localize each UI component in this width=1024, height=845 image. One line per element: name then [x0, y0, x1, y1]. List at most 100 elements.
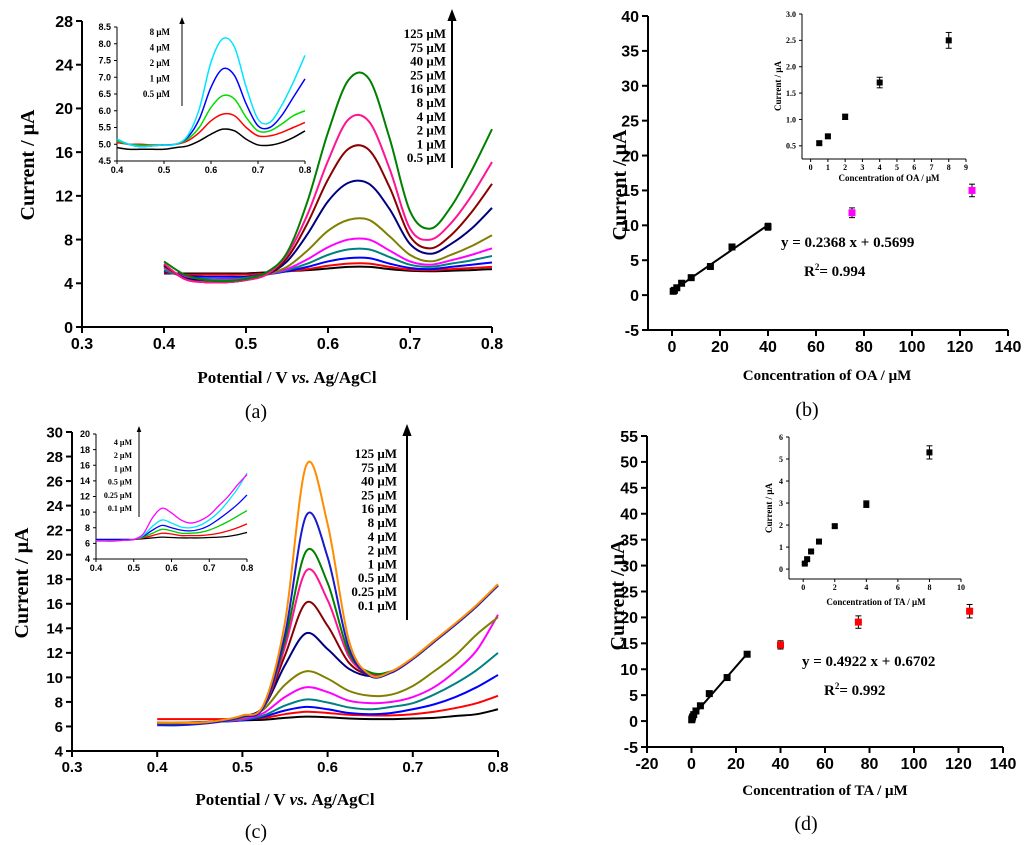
panel-a-inset-y-tick-label: 8.0 — [98, 39, 111, 49]
panel-c-y-tick-label: 22 — [46, 523, 63, 540]
panel-d-x-tick-label: 120 — [945, 756, 972, 773]
panel-d-y-tick-label: 45 — [620, 481, 638, 498]
panel-b-y-tick-label: -5 — [625, 323, 639, 340]
panel-c-x-tick-label: 0.6 — [317, 759, 338, 776]
panel-c-y-tick-label: 24 — [46, 498, 63, 515]
panel-b-inset: 0 1 2 3 4 5 6 7 8 9 0.5 1.0 1.5 2.0 2.5 3.0 — [786, 10, 968, 172]
panel-d-y-tick-label: 5 — [629, 688, 638, 705]
panel-a-y-tick-label: 8 — [64, 232, 73, 249]
panel-b-inset-x-tick-label: 8 — [947, 163, 951, 172]
panel-d-x-tick-label: 20 — [727, 756, 745, 773]
panel-c-concentration-label: 40 μM — [361, 474, 397, 489]
panel-b-y-tick-label: 30 — [621, 79, 639, 96]
panel-d-inset-x-tick-label: 2 — [833, 583, 837, 592]
panel-b-inset-x-tick-label: 7 — [929, 163, 933, 172]
panel-c-x-tick-label: 0.8 — [488, 759, 509, 776]
panel-c-inset-x-tick-label: 0.4 — [90, 563, 103, 573]
panel-c-concentration-label: 16 μM — [361, 501, 397, 516]
panel-d-inset-data-point — [815, 538, 822, 545]
panel-c-inset-concentration-label: 0.25 μM — [104, 491, 133, 500]
panel-a-arrow-up-icon — [447, 9, 457, 21]
panel-a-concentration-label: 2 μM — [417, 123, 446, 138]
panel-c-concentration-label: 4 μM — [368, 529, 397, 544]
panel-c-y-tick-label: 16 — [46, 596, 63, 613]
panel-d-data-point — [777, 641, 784, 649]
panel-a-concentration-label: 75 μM — [410, 40, 446, 55]
panel-b-inset-data-point — [842, 113, 849, 120]
panel-d-y-tick-label: 15 — [620, 636, 638, 653]
panel-a-concentration-label: 0.5 μM — [407, 150, 446, 165]
panel-a-x-tick-label: 0.6 — [317, 336, 339, 353]
panel-a-inset-y-tick-label: 4.5 — [98, 156, 111, 166]
panel-d-inset-y-tick-label: 3 — [779, 499, 783, 508]
panel-d-inset-y-axis-label: Current / μA — [764, 483, 774, 533]
panel-d-data-point — [690, 711, 698, 719]
panel-d-data-point — [854, 618, 862, 626]
panel-c-inset-concentration-label: 2 μM — [114, 451, 133, 460]
panel-c-y-tick-label: 14 — [46, 621, 63, 638]
panel-b-inset-data-point — [824, 133, 831, 140]
panel-a-curve — [163, 262, 493, 276]
panel-b-inset-y-tick-label: 1.0 — [786, 115, 796, 124]
panel-d-inset-data-point — [831, 523, 838, 530]
panel-c-curve — [157, 616, 499, 724]
panel-d-x-tick-label: 0 — [687, 756, 696, 773]
panel-a-x-tick-label: 0.5 — [235, 336, 257, 353]
panel-c-concentration-label: 0.5 μM — [358, 570, 397, 585]
panel-d-data-point — [692, 707, 700, 715]
panel-d-data-point — [705, 690, 713, 698]
panel-b-inset-data-point — [945, 37, 952, 44]
panel-d-inset-data-point — [863, 501, 870, 508]
panel-c-inset-concentration-label: 4 μM — [114, 438, 133, 447]
panel-c-y-tick-label: 10 — [46, 670, 63, 687]
panel-a-inset-concentration-label: 8 μM — [150, 27, 171, 37]
panel-c-inset-y-tick-label: 16 — [80, 460, 90, 470]
panel-d-x-tick-label: -20 — [635, 756, 658, 773]
panel-c-x-tick-label: 0.4 — [147, 759, 169, 776]
panel-b-y-axis-label: Current / μA — [609, 129, 631, 241]
panel-c-y-tick-label: 6 — [55, 719, 63, 736]
panel-a-inset-x-tick-label: 0.5 — [158, 165, 171, 175]
panel-d-inset-data-point — [804, 556, 811, 563]
panel-b-data-point — [728, 243, 736, 251]
panel-d-y-axis-label: Current / μA — [607, 539, 629, 651]
panel-c-inset-curve — [96, 474, 248, 542]
panel-a-concentration-label: 25 μM — [410, 67, 446, 82]
panel-a-inset-x-tick-label: 0.8 — [299, 165, 312, 175]
panel-d-y-tick-label: 10 — [620, 662, 638, 679]
panel-b-y-tick-label: 10 — [621, 218, 639, 235]
panel-b-inset-x-tick-label: 9 — [964, 163, 968, 172]
panel-c-concentration-label: 75 μM — [361, 460, 397, 475]
panel-d-data-point — [723, 674, 731, 682]
panel-d-x-tick-label: 40 — [772, 756, 790, 773]
panel-a-inset-curve — [116, 37, 306, 148]
panel-a-y-tick-label: 20 — [55, 101, 73, 118]
panel-d-y-tick-label: -5 — [624, 740, 638, 757]
panel-b-x-tick-label: 20 — [711, 339, 729, 356]
panel-b-label: (b) — [795, 399, 818, 421]
panel-d-y-tick-label: 40 — [620, 507, 638, 524]
panel-c-curve — [157, 694, 499, 721]
panel-d-data-point — [743, 650, 751, 658]
panel-a-inset-curve — [116, 94, 306, 147]
panel-d-inset-x-tick-label: 4 — [864, 583, 868, 592]
panel-c-concentration-label: 2 μM — [368, 543, 397, 558]
panel-b-inset-x-tick-label: 5 — [895, 163, 899, 172]
panel-a: 0.3 0.4 0.5 0.6 0.7 0.8 0 4 8 12 16 20 24 28 125 μM75 … — [17, 9, 503, 423]
panel-c-x-tick-label: 0.7 — [402, 759, 423, 776]
panel-c-y-tick-label: 26 — [46, 473, 63, 490]
panel-c-inset-curve — [95, 494, 248, 541]
panel-c-x-tick-label: 0.3 — [62, 759, 83, 776]
panel-c-concentration-label: 1 μM — [368, 556, 397, 571]
panel-b-inset-x-axis-label: Concentration of OA / μM — [838, 173, 940, 183]
panel-d-inset-x-tick-label: 10 — [957, 583, 965, 592]
panel-b-y-tick-label: 5 — [630, 253, 639, 270]
panel-a-y-tick-label: 28 — [55, 14, 73, 31]
panel-c-inset: 0.4 0.5 0.6 0.7 0.8 4 6 8 10 12 14 16 18 20 4 μM 2 μM 1 … — [80, 426, 253, 573]
panel-c-inset-y-tick-label: 20 — [80, 429, 90, 439]
panel-a-concentration-label: 40 μM — [410, 54, 446, 69]
panel-d-plot: -20 0 20 40 60 80 100 120 140-505101520253035404… — [620, 429, 1016, 773]
panel-c-y-tick-label: 8 — [55, 694, 63, 711]
panel-b-data-point — [687, 274, 695, 282]
panel-a-curve — [164, 265, 493, 275]
